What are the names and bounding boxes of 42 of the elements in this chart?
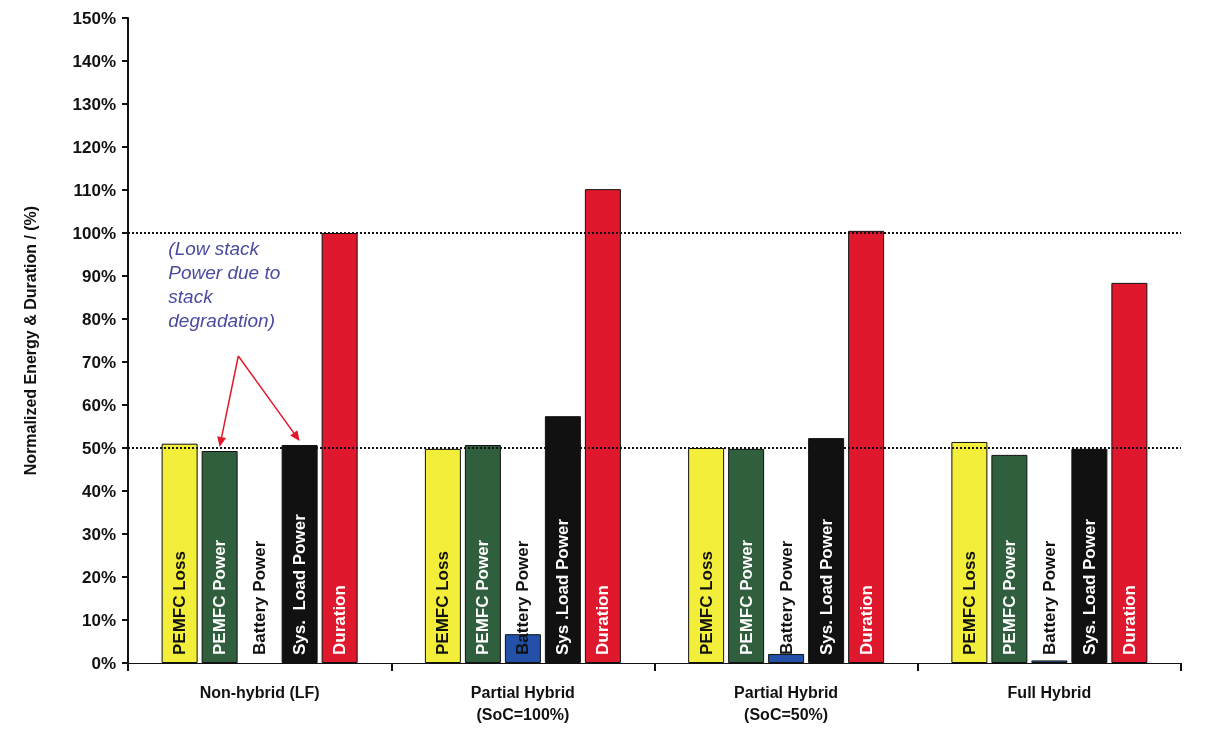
text: PEMFC Power: [736, 539, 756, 655]
x-tick-label: Non-hybrid (LF): [199, 683, 320, 701]
y-tick-label: 50%: [81, 438, 116, 458]
y-tick-label: 130%: [72, 94, 116, 114]
text: Battery Power: [513, 540, 533, 655]
text: Battery Power: [250, 540, 270, 655]
y-tick-label: 40%: [81, 481, 116, 501]
series-label: Duration: [330, 585, 350, 655]
y-tick-label: 20%: [81, 567, 116, 587]
y-tick-label: 140%: [72, 51, 116, 71]
y-tick-label: 120%: [72, 137, 116, 157]
y-tick-label: 70%: [81, 352, 116, 372]
text: Battery Power: [776, 540, 796, 655]
data-label: Sys. Load Power: [290, 513, 310, 655]
data-label: Sys .Load Power: [553, 518, 573, 655]
text: Duration: [856, 585, 876, 655]
x-tick-label: Full Hybrid: [1007, 683, 1092, 701]
y-tick-label: 30%: [81, 524, 116, 544]
x-tick-label: Partial Hybrid (SoC=100%): [470, 683, 575, 723]
data-label: Sys. Load Power: [1079, 518, 1099, 655]
y-tick-label: 0%: [91, 653, 116, 673]
text: PEMFC Power: [473, 539, 493, 655]
series-label: PEMFC Power: [210, 539, 230, 655]
text: PEMFC Loss: [959, 551, 979, 655]
text: Battery Power: [1039, 540, 1059, 655]
text: PEMFC Loss: [696, 551, 716, 655]
text: PEMFC Power: [999, 539, 1019, 655]
data-label: Sys. Load Power: [816, 518, 836, 655]
text: PEMFC Loss: [433, 551, 453, 655]
y-axis-title: Normalized Energy & Duration / (%): [21, 205, 39, 476]
y-tick-label: 10%: [81, 610, 116, 630]
y-tick-label: 60%: [81, 395, 116, 415]
text: Duration: [593, 585, 613, 655]
y-tick-label: 90%: [81, 266, 116, 286]
text: Duration: [1119, 585, 1139, 655]
annotation: (Low stack Power due to stack degradation): [168, 237, 286, 331]
y-tick-label: 150%: [72, 8, 116, 28]
series-label: PEMFC Loss: [170, 551, 190, 655]
y-tick-label: 80%: [81, 309, 116, 329]
y-tick-label: 110%: [73, 180, 116, 200]
x-tick-label: Partial Hybrid (SoC=50%): [734, 683, 839, 723]
y-tick-label: 100%: [72, 223, 116, 243]
